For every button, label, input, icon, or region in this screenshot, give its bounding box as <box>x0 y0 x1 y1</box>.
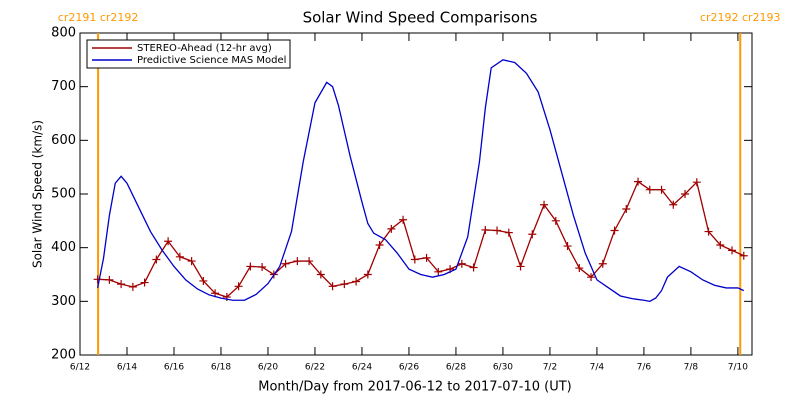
data-point <box>739 251 748 260</box>
data-point <box>704 227 713 236</box>
x-tick-label: 7/4 <box>590 363 605 373</box>
data-point <box>281 259 290 268</box>
data-point <box>540 200 549 209</box>
data-point <box>187 257 196 266</box>
data-point <box>340 280 349 289</box>
x-tick-label: 6/12 <box>70 363 90 373</box>
data-point <box>164 237 173 246</box>
data-point <box>105 275 114 284</box>
x-tick-label: 7/8 <box>684 363 699 373</box>
data-point <box>422 253 431 262</box>
data-point <box>481 225 490 234</box>
data-point <box>399 215 408 224</box>
y-axis-label: Solar Wind Speed (km/s) <box>31 120 45 268</box>
data-point <box>716 240 725 249</box>
x-tick-label: 6/18 <box>211 363 231 373</box>
data-point <box>410 255 419 264</box>
x-tick-label: 6/28 <box>446 363 466 373</box>
y-tick-label: 500 <box>51 187 76 202</box>
plot-frame <box>79 32 753 356</box>
data-point <box>199 276 208 285</box>
data-point <box>469 263 478 272</box>
y-tick-label: 400 <box>51 240 76 255</box>
data-point <box>363 270 372 279</box>
data-point <box>645 185 654 194</box>
x-tick-label: 6/16 <box>164 363 184 373</box>
x-tick-label: 6/14 <box>117 363 137 373</box>
rotation-label: cr2192 cr2193 <box>700 11 781 24</box>
x-tick-label: 6/26 <box>399 363 419 373</box>
data-point <box>692 178 701 187</box>
data-point <box>352 277 361 286</box>
data-point <box>305 257 314 266</box>
data-point <box>434 267 443 276</box>
data-point <box>258 262 267 271</box>
x-tick-label: 6/24 <box>352 363 372 373</box>
data-point <box>669 200 678 209</box>
data-point <box>728 246 737 255</box>
data-point <box>316 270 325 279</box>
data-point <box>516 262 525 271</box>
series-line <box>96 59 745 303</box>
data-point <box>328 282 337 291</box>
y-tick-label: 200 <box>51 348 76 363</box>
legend-label: STEREO-Ahead (12-hr avg) <box>137 43 272 54</box>
x-tick-label: 7/2 <box>543 363 557 373</box>
data-point <box>246 262 255 271</box>
data-point <box>598 259 607 268</box>
data-point <box>551 216 560 225</box>
data-point <box>563 242 572 251</box>
series-line <box>97 180 745 298</box>
data-point <box>93 275 102 284</box>
legend-label: Predictive Science MAS Model <box>137 55 286 66</box>
data-point <box>387 224 396 233</box>
data-point <box>128 282 137 291</box>
data-point <box>152 255 161 264</box>
data-point <box>587 273 596 282</box>
y-tick-label: 600 <box>51 133 76 148</box>
data-point <box>234 282 243 291</box>
data-point <box>117 280 126 289</box>
x-tick-label: 6/20 <box>258 363 278 373</box>
data-point <box>140 278 149 287</box>
y-tick-label: 300 <box>51 294 76 309</box>
x-tick-label: 7/6 <box>637 363 652 373</box>
y-tick-label: 700 <box>51 79 76 94</box>
y-tick-label: 800 <box>51 26 76 41</box>
data-point <box>622 205 631 214</box>
data-point <box>504 228 513 237</box>
chart-title: Solar Wind Speed Comparisons <box>303 9 538 27</box>
data-point <box>575 264 584 273</box>
data-point <box>657 185 666 194</box>
rotation-label: cr2191 cr2192 <box>58 11 139 24</box>
x-tick-label: 6/22 <box>305 363 325 373</box>
x-tick-label: 6/30 <box>493 363 513 373</box>
data-point <box>493 226 502 235</box>
data-point <box>634 177 643 186</box>
data-point <box>375 240 384 249</box>
data-point <box>528 230 537 239</box>
legend-box <box>86 39 291 69</box>
data-point <box>457 259 466 268</box>
data-point <box>610 226 619 235</box>
data-point <box>175 252 184 261</box>
x-axis-label: Month/Day from 2017-06-12 to 2017-07-10 … <box>258 380 571 395</box>
data-point <box>293 257 302 266</box>
data-point <box>681 190 690 198</box>
x-tick-label: 7/10 <box>728 363 748 373</box>
